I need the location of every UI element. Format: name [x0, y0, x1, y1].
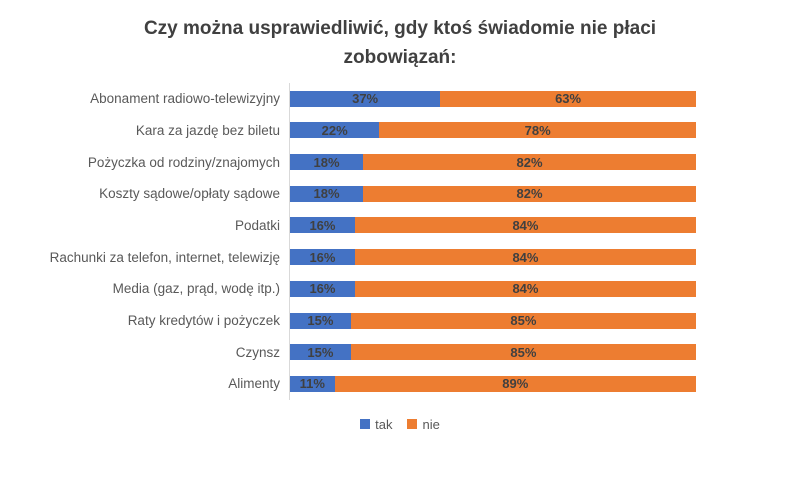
- bar-segment-nie: 84%: [354, 280, 696, 297]
- bar-segment-tak: 15%: [290, 344, 351, 361]
- bar-track: 16% 84%: [289, 273, 696, 305]
- data-label: 84%: [512, 217, 539, 233]
- category-label: Koszty sądowe/opłaty sądowe: [99, 186, 280, 202]
- legend-item-nie: nie: [407, 416, 440, 432]
- data-label: 82%: [516, 186, 543, 202]
- category-label: Kara za jazdę bez biletu: [135, 122, 280, 138]
- bar-segment-nie: 84%: [354, 217, 696, 234]
- chart-row: Koszty sądowe/opłaty sądowe 18% 82%: [0, 177, 800, 210]
- chart-row: Kara za jazdę bez biletu 22% 78%: [0, 114, 800, 147]
- chart-row: Abonament radiowo-telewizyjny 37% 63%: [0, 82, 800, 115]
- bar-segment-tak: 15%: [290, 312, 351, 329]
- data-label: 16%: [309, 249, 336, 265]
- bar-track: 11% 89%: [289, 368, 696, 400]
- data-label: 16%: [309, 217, 336, 233]
- data-label: 85%: [510, 344, 537, 360]
- bar-segment-nie: 84%: [354, 249, 696, 266]
- bar-track: 15% 85%: [289, 304, 696, 337]
- legend-swatch-nie: [407, 419, 418, 430]
- legend-swatch-tak: [360, 419, 371, 430]
- category-label: Podatki: [234, 217, 280, 233]
- data-label: 16%: [309, 281, 336, 297]
- category-label: Abonament radiowo-telewizyjny: [90, 91, 280, 107]
- category-label: Raty kredytów i pożyczek: [127, 313, 280, 329]
- bar-segment-tak: 22%: [290, 122, 380, 139]
- data-label: 63%: [555, 91, 582, 107]
- data-label: 37%: [352, 91, 379, 107]
- bar-track: 16% 84%: [289, 241, 696, 273]
- chart-row: Media (gaz, prąd, wodę itp.) 16% 84%: [0, 273, 800, 305]
- legend-label-tak: tak: [375, 416, 393, 432]
- stacked-bar: 16% 84%: [290, 249, 696, 266]
- bar-track: 18% 82%: [289, 177, 696, 210]
- stacked-bar: 22% 78%: [290, 122, 696, 139]
- stacked-bar: 16% 84%: [290, 280, 696, 297]
- stacked-bar-chart: Czy można usprawiedliwić, gdy ktoś świad…: [0, 14, 800, 432]
- stacked-bar: 11% 89%: [290, 375, 696, 392]
- data-label: 89%: [502, 376, 529, 392]
- stacked-bar: 18% 82%: [290, 185, 696, 202]
- data-label: 84%: [512, 249, 539, 265]
- stacked-bar: 15% 85%: [290, 344, 696, 361]
- data-label: 15%: [307, 344, 334, 360]
- category-label: Czynsz: [235, 344, 280, 360]
- bar-segment-nie: 82%: [363, 185, 696, 202]
- chart-row: Podatki 16% 84%: [0, 209, 800, 242]
- chart-row: Raty kredytów i pożyczek 15% 85%: [0, 304, 800, 337]
- bar-segment-nie: 82%: [363, 154, 696, 171]
- legend: tak nie: [0, 417, 800, 432]
- bar-segment-nie: 85%: [350, 312, 696, 329]
- legend-label-nie: nie: [422, 416, 440, 432]
- stacked-bar: 37% 63%: [290, 90, 696, 107]
- bar-track: 18% 82%: [289, 146, 696, 178]
- data-label: 22%: [321, 122, 348, 138]
- bar-segment-tak: 11%: [290, 375, 335, 392]
- category-label: Media (gaz, prąd, wodę itp.): [112, 281, 280, 297]
- category-label: Rachunki za telefon, internet, telewizję: [49, 249, 280, 265]
- data-label: 18%: [313, 154, 340, 170]
- stacked-bar: 15% 85%: [290, 312, 696, 329]
- chart-row: Rachunki za telefon, internet, telewizję…: [0, 241, 800, 273]
- plot-area: Abonament radiowo-telewizyjny 37% 63% Kara …: [0, 82, 800, 400]
- category-label: Pożyczka od rodziny/znajomych: [87, 154, 280, 170]
- stacked-bar: 18% 82%: [290, 154, 696, 171]
- bar-segment-tak: 16%: [290, 280, 355, 297]
- bar-segment-nie: 78%: [379, 122, 696, 139]
- bar-segment-tak: 37%: [290, 90, 441, 107]
- bar-segment-tak: 16%: [290, 249, 355, 266]
- chart-title: Czy można usprawiedliwić, gdy ktoś świad…: [143, 18, 657, 69]
- data-label: 15%: [307, 313, 334, 329]
- bar-track: 37% 63%: [289, 82, 696, 115]
- bar-segment-tak: 18%: [290, 185, 364, 202]
- chart-row: Czynsz 15% 85%: [0, 336, 800, 369]
- bar-segment-nie: 63%: [440, 90, 696, 107]
- chart-row: Alimenty 11% 89%: [0, 368, 800, 400]
- data-label: 11%: [299, 376, 325, 392]
- data-label: 85%: [510, 313, 537, 329]
- stacked-bar: 16% 84%: [290, 217, 696, 234]
- bar-segment-nie: 89%: [334, 375, 696, 392]
- data-label: 84%: [512, 281, 539, 297]
- bar-track: 22% 78%: [289, 114, 696, 147]
- chart-row: Pożyczka od rodziny/znajomych 18% 82%: [0, 146, 800, 178]
- bar-segment-tak: 18%: [290, 154, 364, 171]
- data-label: 78%: [524, 122, 551, 138]
- bar-track: 16% 84%: [289, 209, 696, 242]
- data-label: 82%: [516, 154, 543, 170]
- data-label: 18%: [313, 186, 340, 202]
- bar-segment-nie: 85%: [350, 344, 696, 361]
- category-label: Alimenty: [228, 376, 280, 392]
- legend-item-tak: tak: [360, 417, 392, 432]
- bar-track: 15% 85%: [289, 336, 696, 369]
- bar-segment-tak: 16%: [290, 217, 355, 234]
